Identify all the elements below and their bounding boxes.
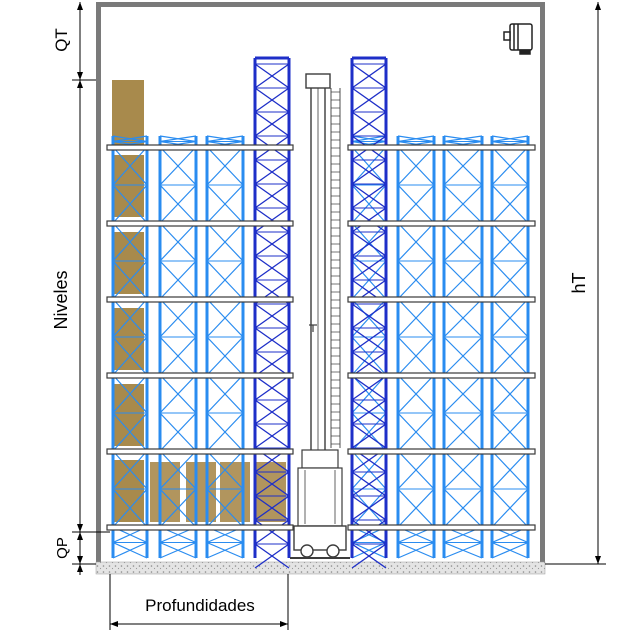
tower-brace	[351, 351, 387, 377]
level-beam-right	[347, 372, 536, 379]
tower-brace	[351, 159, 387, 185]
tower-brace	[254, 351, 290, 377]
crane-ladder	[330, 88, 341, 448]
aisle-tower	[253, 56, 291, 569]
crane-carriage	[301, 449, 339, 469]
rack-bay	[205, 135, 245, 559]
crane-base	[293, 525, 347, 551]
tower-brace	[254, 327, 290, 353]
dimension-arrows	[77, 2, 601, 627]
tower-brace	[254, 471, 290, 497]
aisle-towers	[253, 56, 388, 569]
rack-bay	[442, 135, 484, 559]
tower-brace	[254, 375, 290, 401]
tower-brace	[254, 303, 290, 329]
tower-brace	[254, 399, 290, 425]
roof	[96, 2, 545, 7]
tower-brace	[254, 159, 290, 185]
stacker-crane	[290, 73, 350, 559]
qp-label: QP	[54, 537, 71, 559]
tower-brace	[254, 255, 290, 281]
tower-brace	[254, 207, 290, 233]
tower-brace	[351, 519, 387, 545]
rack-bay	[490, 135, 530, 559]
level-beam-left	[106, 220, 294, 227]
crane-wheel-left	[300, 544, 314, 558]
level-beam-right	[347, 524, 536, 531]
aisle-tower	[350, 56, 388, 569]
load-unit	[220, 462, 250, 522]
tower-brace	[351, 255, 387, 281]
tower-brace	[254, 87, 290, 113]
rack-bay	[350, 135, 388, 559]
load-unit	[186, 462, 216, 522]
load-unit	[150, 462, 180, 522]
building-walls	[95, 2, 546, 575]
tower-brace	[254, 495, 290, 521]
tower-brace	[254, 423, 290, 449]
dimensions	[72, 2, 606, 630]
ht-label: hT	[569, 272, 589, 293]
tower-brace	[351, 231, 387, 257]
rack-bay	[158, 135, 198, 559]
tower-brace	[351, 63, 387, 89]
tower-brace	[254, 543, 290, 569]
tower-brace	[351, 207, 387, 233]
level-beam-right	[347, 144, 536, 151]
profundidades-label: Profundidades	[145, 596, 255, 615]
level-beam-right	[347, 296, 536, 303]
tower-brace	[351, 423, 387, 449]
level-beam-left	[106, 448, 294, 455]
motor-unit-icon	[503, 23, 533, 55]
tower-brace	[351, 183, 387, 209]
rack-bay	[396, 135, 436, 559]
tower-brace	[351, 399, 387, 425]
crane-wheel-right	[326, 544, 340, 558]
level-beam-left	[106, 296, 294, 303]
level-beam-right	[347, 448, 536, 455]
tower-brace	[351, 303, 387, 329]
tower-brace	[254, 111, 290, 137]
tower-brace	[254, 183, 290, 209]
rack-beams	[106, 144, 536, 531]
tower-brace	[351, 87, 387, 113]
tower-brace	[254, 519, 290, 545]
tower-brace	[254, 231, 290, 257]
level-beam-left	[106, 524, 294, 531]
tower-brace	[351, 375, 387, 401]
tower-brace	[351, 111, 387, 137]
tower-brace	[351, 327, 387, 353]
level-beam-left	[106, 144, 294, 151]
niveles-label: Niveles	[51, 270, 71, 329]
level-beam-right	[347, 220, 536, 227]
right-wall	[540, 2, 545, 564]
floor-slab	[95, 561, 546, 575]
crane-top	[305, 73, 331, 89]
qt-label: QT	[52, 28, 71, 52]
level-beam-left	[106, 372, 294, 379]
tower-brace	[351, 543, 387, 569]
tower-brace	[351, 495, 387, 521]
load-unit	[112, 80, 144, 146]
tower-brace	[351, 471, 387, 497]
tower-brace	[254, 63, 290, 89]
left-wall	[96, 2, 101, 564]
